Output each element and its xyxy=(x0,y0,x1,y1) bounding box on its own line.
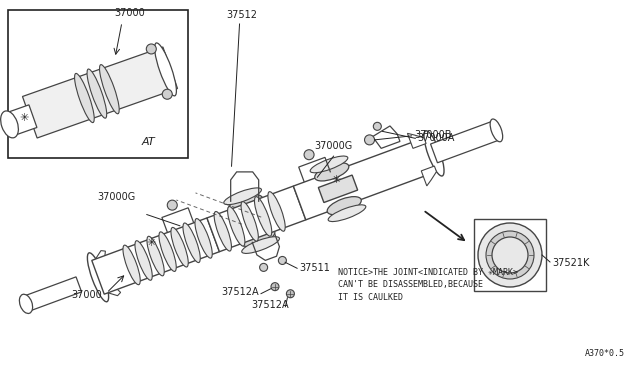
Text: 37000G: 37000G xyxy=(98,192,136,202)
Circle shape xyxy=(167,200,177,210)
Circle shape xyxy=(373,122,381,130)
Ellipse shape xyxy=(224,188,262,205)
Text: A370*0.5: A370*0.5 xyxy=(585,349,625,358)
Polygon shape xyxy=(92,218,220,294)
Ellipse shape xyxy=(19,294,33,314)
Circle shape xyxy=(163,89,172,99)
Ellipse shape xyxy=(1,111,19,138)
Text: 37000B: 37000B xyxy=(415,130,452,140)
Ellipse shape xyxy=(195,219,212,258)
Text: AT: AT xyxy=(141,137,155,147)
Ellipse shape xyxy=(87,69,107,118)
Ellipse shape xyxy=(135,241,152,280)
Text: ✳: ✳ xyxy=(147,238,156,248)
Ellipse shape xyxy=(88,253,109,302)
Polygon shape xyxy=(293,137,440,220)
Ellipse shape xyxy=(214,212,232,251)
Circle shape xyxy=(304,150,314,160)
Circle shape xyxy=(478,223,542,287)
Circle shape xyxy=(286,290,294,298)
Text: NOTICE>THE JOINT<INDICATED BY ✳MARK>
CAN'T BE DISASSEMBLED,BECAUSE
IT IS CAULKED: NOTICE>THE JOINT<INDICATED BY ✳MARK> CAN… xyxy=(338,268,518,302)
Bar xyxy=(474,219,546,291)
Text: 37512: 37512 xyxy=(226,10,257,20)
Polygon shape xyxy=(372,126,400,148)
Ellipse shape xyxy=(123,245,140,285)
Polygon shape xyxy=(22,47,177,138)
Ellipse shape xyxy=(171,227,188,267)
Ellipse shape xyxy=(99,65,119,114)
Text: 37000: 37000 xyxy=(71,290,102,300)
Ellipse shape xyxy=(424,131,444,176)
Polygon shape xyxy=(228,206,275,236)
Polygon shape xyxy=(207,186,306,252)
Ellipse shape xyxy=(328,205,366,222)
Ellipse shape xyxy=(490,119,502,142)
Polygon shape xyxy=(6,105,37,136)
Text: 37512A: 37512A xyxy=(252,300,289,310)
Text: ✳: ✳ xyxy=(19,113,29,123)
Circle shape xyxy=(271,283,279,291)
Polygon shape xyxy=(318,175,358,202)
Polygon shape xyxy=(106,286,120,296)
Polygon shape xyxy=(95,251,106,264)
Polygon shape xyxy=(421,166,436,186)
Polygon shape xyxy=(431,121,500,163)
Ellipse shape xyxy=(147,236,164,276)
Circle shape xyxy=(492,237,528,273)
Text: 37511: 37511 xyxy=(299,263,330,273)
Ellipse shape xyxy=(228,195,262,213)
Text: 37512A: 37512A xyxy=(221,287,259,296)
Polygon shape xyxy=(408,133,426,148)
Ellipse shape xyxy=(74,73,94,123)
Ellipse shape xyxy=(315,163,349,181)
Circle shape xyxy=(260,263,268,272)
Ellipse shape xyxy=(183,223,200,263)
Text: 37521K: 37521K xyxy=(552,258,589,268)
Circle shape xyxy=(365,135,374,145)
Ellipse shape xyxy=(155,43,177,96)
FancyBboxPatch shape xyxy=(8,10,188,158)
Text: 37000A: 37000A xyxy=(417,133,454,143)
Ellipse shape xyxy=(159,232,176,272)
Text: ✳: ✳ xyxy=(332,175,341,185)
Ellipse shape xyxy=(255,197,272,236)
Circle shape xyxy=(147,44,156,54)
Ellipse shape xyxy=(327,197,362,215)
Circle shape xyxy=(278,256,286,264)
Ellipse shape xyxy=(268,192,285,231)
Ellipse shape xyxy=(228,206,245,246)
Polygon shape xyxy=(23,277,81,311)
Circle shape xyxy=(486,231,534,279)
Ellipse shape xyxy=(241,228,275,247)
Ellipse shape xyxy=(241,202,259,241)
Ellipse shape xyxy=(310,156,348,173)
Ellipse shape xyxy=(242,237,280,253)
Text: 37000G: 37000G xyxy=(314,141,353,151)
Text: 37000: 37000 xyxy=(115,8,145,18)
